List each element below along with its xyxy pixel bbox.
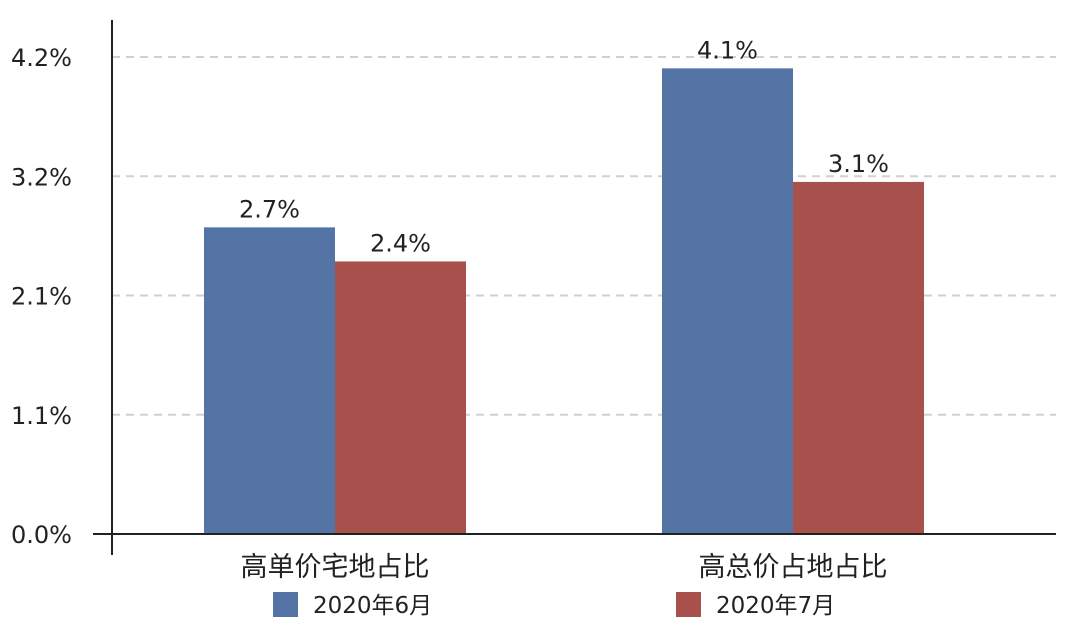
y-tick-labels: 0.0% 1.1% 2.1% 3.2% 4.2% xyxy=(11,44,72,549)
data-label: 3.1% xyxy=(828,150,889,178)
x-tick-label: 高单价宅地占比 xyxy=(241,552,430,583)
y-tick-label: 1.1% xyxy=(11,402,72,430)
x-tick-label: 高总价占地占比 xyxy=(699,552,888,583)
legend-swatch xyxy=(676,592,701,617)
bar xyxy=(793,181,924,534)
data-labels: 2.7% 2.4% 4.1% 3.1% xyxy=(239,36,889,257)
bar xyxy=(662,68,793,534)
y-tick-label: 3.2% xyxy=(11,163,72,191)
data-label: 2.7% xyxy=(239,195,300,223)
category-labels: 高单价宅地占比 高总价占地占比 xyxy=(241,552,888,583)
data-label: 2.4% xyxy=(370,229,431,257)
bar xyxy=(335,261,466,534)
y-tick-label: 2.1% xyxy=(11,283,72,311)
y-tick-label: 4.2% xyxy=(11,44,72,72)
legend-swatch xyxy=(273,592,298,617)
legend-label: 2020年7月 xyxy=(716,593,835,619)
data-label: 4.1% xyxy=(697,36,758,64)
legend-label: 2020年6月 xyxy=(313,593,432,619)
y-tick-label: 0.0% xyxy=(11,521,72,549)
legend: 2020年6月 2020年7月 xyxy=(273,592,835,619)
bars xyxy=(204,68,924,534)
bar xyxy=(204,227,335,534)
axes xyxy=(93,20,1056,555)
